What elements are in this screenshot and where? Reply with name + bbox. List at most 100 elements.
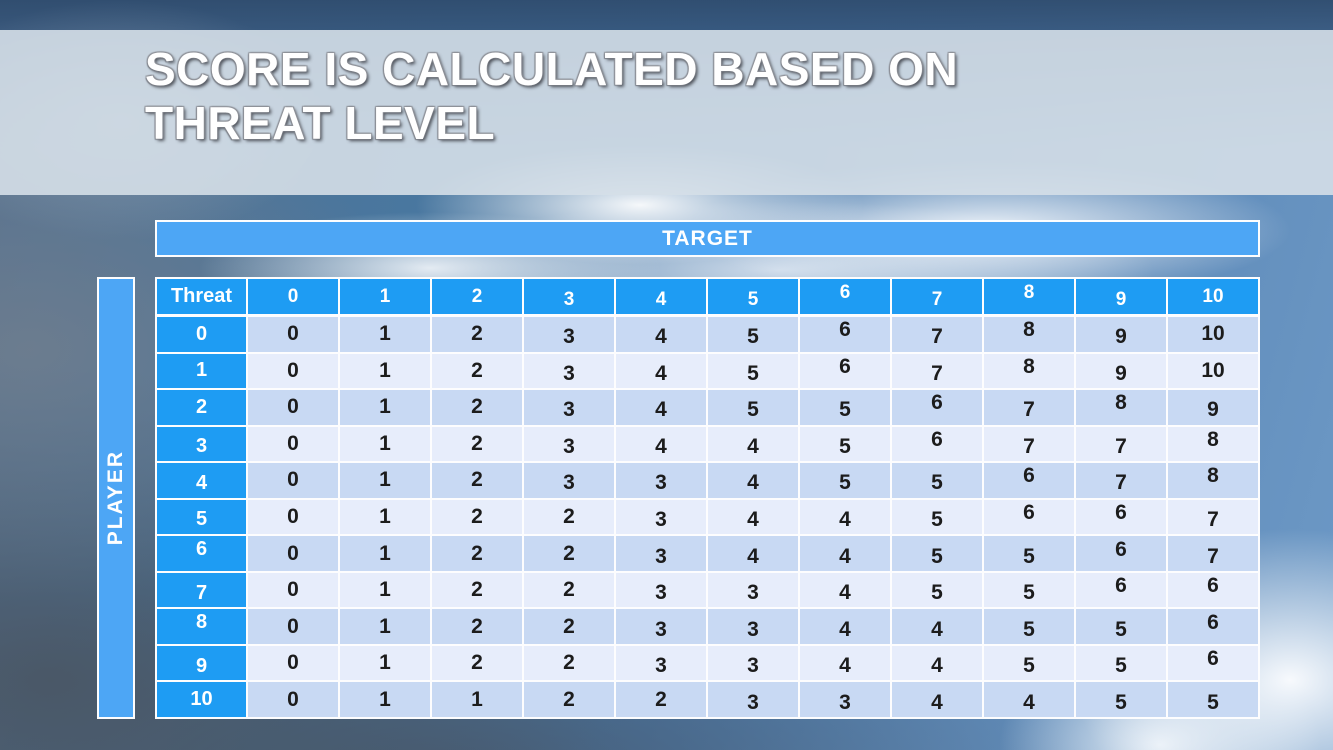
- row-header-cell: 7: [157, 572, 246, 608]
- score-cell: 4: [708, 499, 798, 535]
- score-cell: 6: [800, 353, 890, 389]
- score-cell: 7: [984, 426, 1074, 462]
- score-cell: 5: [708, 317, 798, 352]
- score-cell: 2: [432, 499, 522, 535]
- col-header-cell: 0: [248, 279, 338, 314]
- player-axis-label: PLAYER: [104, 450, 127, 546]
- score-cell: 0: [248, 536, 338, 571]
- score-cell: 6: [1076, 536, 1166, 571]
- score-cell: 5: [984, 572, 1074, 608]
- score-cell: 2: [432, 609, 522, 644]
- score-cell: 8: [1168, 463, 1258, 498]
- score-cell: 2: [432, 353, 522, 389]
- score-cell: 1: [340, 536, 430, 571]
- score-cell: 9: [1076, 317, 1166, 352]
- score-cell: 1: [432, 682, 522, 717]
- score-cell: 5: [1076, 682, 1166, 717]
- score-cell: 3: [616, 572, 706, 608]
- score-cell: 4: [708, 536, 798, 571]
- score-cell: 7: [1168, 499, 1258, 535]
- score-cell: 7: [984, 390, 1074, 425]
- score-cell: 2: [524, 609, 614, 644]
- score-cell: 0: [248, 353, 338, 389]
- score-cell: 3: [524, 390, 614, 425]
- score-cell: 5: [984, 645, 1074, 681]
- score-cell: 5: [800, 426, 890, 462]
- score-cell: 6: [1168, 645, 1258, 681]
- score-cell: 3: [616, 609, 706, 644]
- score-cell: 4: [892, 609, 982, 644]
- score-cell: 3: [708, 682, 798, 717]
- row-header-cell: 4: [157, 463, 246, 498]
- slide-title: SCORE IS CALCULATED BASED ON THREAT LEVE…: [145, 42, 958, 150]
- slide-title-line-2: THREAT LEVEL: [145, 97, 496, 149]
- score-cell: 4: [800, 572, 890, 608]
- score-cell: 5: [1168, 682, 1258, 717]
- score-cell: 6: [1168, 572, 1258, 608]
- score-cell: 3: [616, 645, 706, 681]
- score-cell: 7: [892, 317, 982, 352]
- score-cell: 8: [1076, 390, 1166, 425]
- score-cell: 4: [708, 426, 798, 462]
- row-header-cell: 2: [157, 390, 246, 425]
- title-band: SCORE IS CALCULATED BASED ON THREAT LEVE…: [0, 30, 1333, 195]
- score-cell: 2: [432, 645, 522, 681]
- score-cell: 4: [616, 426, 706, 462]
- score-cell: 6: [892, 426, 982, 462]
- score-cell: 5: [800, 390, 890, 425]
- score-cell: 2: [432, 390, 522, 425]
- target-axis-bar: TARGET: [155, 220, 1260, 257]
- score-cell: 3: [524, 463, 614, 498]
- score-cell: 2: [432, 536, 522, 571]
- score-cell: 7: [1168, 536, 1258, 571]
- score-cell: 4: [616, 317, 706, 352]
- score-cell: 2: [524, 572, 614, 608]
- score-cell: 1: [340, 682, 430, 717]
- score-cell: 2: [432, 572, 522, 608]
- score-cell: 3: [800, 682, 890, 717]
- score-cell: 0: [248, 426, 338, 462]
- row-header-cell: 0: [157, 317, 246, 352]
- score-cell: 5: [1076, 645, 1166, 681]
- score-cell: 1: [340, 572, 430, 608]
- score-cell: 3: [708, 645, 798, 681]
- score-cell: 3: [616, 499, 706, 535]
- row-header-cell: 6: [157, 536, 246, 571]
- col-header-cell: 9: [1076, 279, 1166, 314]
- score-cell: 0: [248, 317, 338, 352]
- score-cell: 0: [248, 390, 338, 425]
- score-cell: 9: [1076, 353, 1166, 389]
- score-cell: 0: [248, 499, 338, 535]
- score-cell: 8: [1168, 426, 1258, 462]
- row-header-cell: 5: [157, 499, 246, 535]
- score-cell: 7: [892, 353, 982, 389]
- score-cell: 0: [248, 609, 338, 644]
- score-cell: 5: [892, 536, 982, 571]
- score-cell: 3: [524, 317, 614, 352]
- score-cell: 8: [984, 353, 1074, 389]
- score-cell: 2: [616, 682, 706, 717]
- score-cell: 1: [340, 426, 430, 462]
- row-header-cell: 3: [157, 426, 246, 462]
- corner-header-threat: Threat: [157, 279, 246, 314]
- score-cell: 4: [892, 645, 982, 681]
- score-cell: 0: [248, 682, 338, 717]
- row-header-cell: 8: [157, 609, 246, 644]
- score-cell: 8: [984, 317, 1074, 352]
- col-header-cell: 3: [524, 279, 614, 314]
- target-axis-label: TARGET: [662, 226, 753, 250]
- score-cell: 0: [248, 645, 338, 681]
- slide-title-line-1: SCORE IS CALCULATED BASED ON: [145, 43, 959, 95]
- score-cell: 4: [616, 390, 706, 425]
- score-cell: 4: [800, 609, 890, 644]
- col-header-cell: 8: [984, 279, 1074, 314]
- score-cell: 5: [984, 609, 1074, 644]
- score-cell: 1: [340, 609, 430, 644]
- score-cell: 4: [800, 536, 890, 571]
- score-cell: 2: [432, 317, 522, 352]
